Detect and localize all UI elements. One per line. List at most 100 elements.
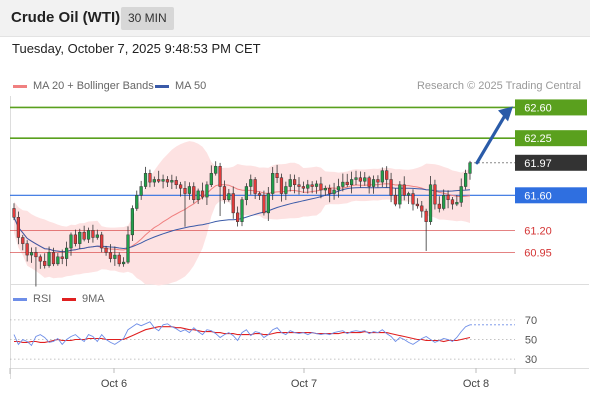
- time-label: Oct 8: [463, 378, 489, 390]
- candle-body: [393, 195, 398, 205]
- level-label-61.97: 61.97: [524, 158, 552, 170]
- candle-body: [65, 247, 69, 259]
- candle-body: [240, 199, 244, 222]
- candle: [108, 244, 113, 263]
- candle-body: [157, 179, 161, 182]
- candle: [376, 175, 380, 188]
- candle-body: [253, 179, 257, 194]
- candle-body: [262, 195, 266, 214]
- candle: [262, 190, 266, 216]
- legend-ma20: MA 20 + Bollinger Bands: [13, 80, 154, 92]
- candle-body: [455, 202, 459, 205]
- rsi-tick-30: 30: [525, 354, 537, 366]
- candle-body: [108, 252, 113, 259]
- candle: [104, 245, 108, 256]
- candle: [161, 174, 165, 189]
- candle-body: [73, 234, 77, 244]
- candle: [249, 174, 253, 195]
- legend-rsi-ma-label: 9MA: [82, 293, 105, 305]
- time-axis-line: [10, 368, 589, 369]
- candle: [192, 182, 196, 204]
- rsi-swatch: [13, 297, 27, 301]
- candle-body: [130, 208, 134, 236]
- candle: [293, 174, 297, 194]
- candle-body: [288, 179, 292, 187]
- candle: [152, 176, 156, 187]
- candle-body: [187, 186, 191, 194]
- rsi-tick-50: 50: [525, 334, 537, 346]
- candle: [437, 196, 441, 213]
- candle: [244, 183, 248, 206]
- candle: [122, 257, 126, 267]
- candle: [86, 227, 91, 243]
- candle: [29, 247, 34, 263]
- candle-body: [165, 179, 170, 183]
- candle-body: [433, 184, 437, 205]
- candle: [279, 173, 284, 202]
- candle-body: [371, 179, 376, 187]
- candle-body: [328, 188, 332, 194]
- candle-body: [214, 166, 218, 174]
- timeframe-badge[interactable]: 30 MIN: [121, 7, 174, 30]
- legend-rsi-label: RSI: [33, 293, 52, 305]
- candle-body: [411, 193, 415, 205]
- candle-body: [29, 252, 34, 256]
- level-label-62.25: 62.25: [524, 133, 552, 145]
- candle-body: [468, 162, 472, 174]
- candle: [371, 175, 376, 194]
- candle: [345, 173, 349, 188]
- level-tag-62.25: [515, 130, 587, 147]
- candle-body: [450, 199, 455, 205]
- candle-body: [350, 179, 354, 186]
- candle-body: [69, 234, 73, 249]
- candle-body: [95, 234, 99, 238]
- level-label-61.20: 61.20: [524, 225, 552, 237]
- candle-body: [257, 193, 262, 196]
- candle: [450, 197, 455, 210]
- candle-body: [209, 173, 213, 186]
- candle: [433, 179, 437, 210]
- candle: [354, 170, 358, 186]
- candle: [65, 241, 69, 267]
- candle: [415, 198, 419, 209]
- candle-body: [183, 188, 187, 194]
- candle-body: [152, 179, 156, 183]
- candle: [56, 253, 60, 266]
- legend-ma50-label: MA 50: [175, 80, 207, 92]
- candle: [332, 182, 336, 200]
- candle-body: [143, 173, 148, 187]
- candle-body: [148, 173, 152, 183]
- candle: [148, 169, 152, 188]
- candle: [271, 167, 275, 200]
- candle-body: [323, 188, 327, 191]
- candle: [459, 178, 463, 207]
- candle: [73, 229, 77, 247]
- candle: [69, 232, 73, 256]
- candle: [257, 191, 262, 201]
- candle-body: [82, 231, 86, 240]
- candle: [143, 166, 148, 190]
- candle-body: [358, 177, 362, 182]
- candle-body: [43, 260, 47, 266]
- candle-body: [174, 180, 178, 186]
- header-bar: Crude Oil (WTI) 30 MIN: [0, 0, 590, 37]
- candle: [288, 174, 292, 192]
- candle: [314, 180, 319, 194]
- candle-body: [376, 179, 380, 183]
- candle-body: [86, 230, 91, 240]
- candle-body: [275, 173, 279, 178]
- candle: [117, 252, 121, 267]
- legend-rsi-ma: 9MA: [62, 293, 105, 305]
- rsi-tick-70: 70: [525, 315, 537, 327]
- candle-body: [104, 247, 108, 253]
- candle: [135, 190, 139, 211]
- level-label-62.60: 62.60: [524, 102, 552, 114]
- candle-body: [293, 179, 297, 186]
- candle: [165, 176, 170, 188]
- candle: [363, 172, 367, 186]
- candle-body: [420, 205, 424, 212]
- candle-body: [459, 186, 463, 203]
- candle-body: [139, 186, 143, 196]
- candle: [227, 188, 231, 202]
- candle-body: [200, 190, 205, 198]
